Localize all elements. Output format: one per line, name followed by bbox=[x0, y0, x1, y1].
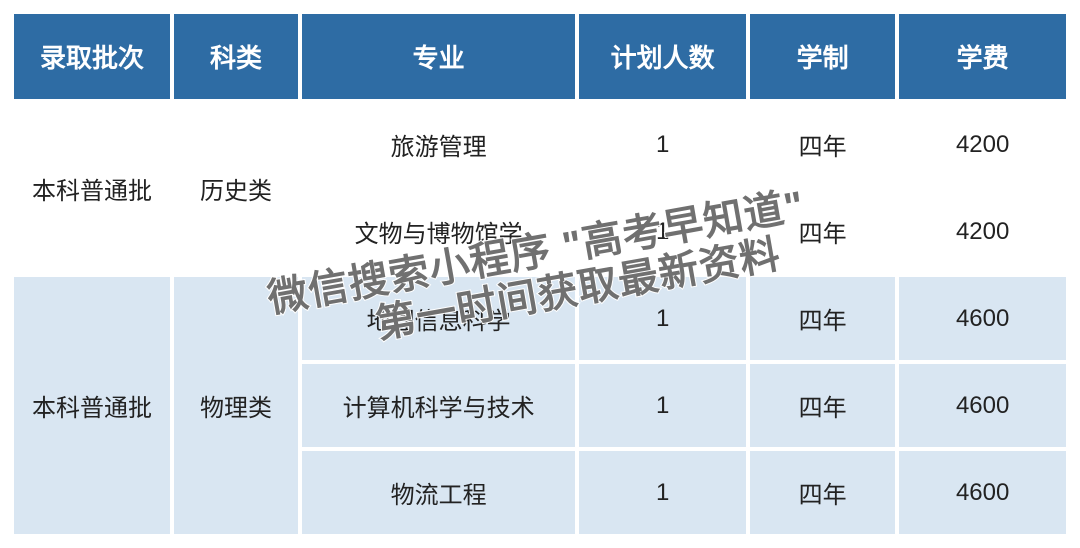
cell-major: 文物与博物馆学 bbox=[300, 188, 577, 275]
col-header-major: 专业 bbox=[300, 12, 577, 101]
col-header-duration: 学制 bbox=[748, 12, 897, 101]
cell-fee: 4600 bbox=[897, 275, 1068, 362]
cell-major: 物流工程 bbox=[300, 449, 577, 536]
cell-fee: 4200 bbox=[897, 188, 1068, 275]
cell-plan: 1 bbox=[577, 275, 748, 362]
cell-duration: 四年 bbox=[748, 275, 897, 362]
col-header-category: 科类 bbox=[172, 12, 300, 101]
cell-major: 旅游管理 bbox=[300, 101, 577, 188]
cell-duration: 四年 bbox=[748, 101, 897, 188]
admission-table: 录取批次 科类 专业 计划人数 学制 学费 本科普通批 历史类 旅游管理 1 四… bbox=[10, 10, 1070, 538]
cell-duration: 四年 bbox=[748, 362, 897, 449]
cell-fee: 4200 bbox=[897, 101, 1068, 188]
table-row: 本科普通批 物理类 地理信息科学 1 四年 4600 bbox=[12, 275, 1068, 362]
cell-category: 物理类 bbox=[172, 275, 300, 536]
cell-major: 地理信息科学 bbox=[300, 275, 577, 362]
table-header-row: 录取批次 科类 专业 计划人数 学制 学费 bbox=[12, 12, 1068, 101]
cell-fee: 4600 bbox=[897, 362, 1068, 449]
cell-category: 历史类 bbox=[172, 101, 300, 275]
cell-major: 计算机科学与技术 bbox=[300, 362, 577, 449]
cell-batch: 本科普通批 bbox=[12, 275, 172, 536]
table-row: 本科普通批 历史类 旅游管理 1 四年 4200 bbox=[12, 101, 1068, 188]
col-header-batch: 录取批次 bbox=[12, 12, 172, 101]
cell-plan: 1 bbox=[577, 362, 748, 449]
cell-batch: 本科普通批 bbox=[12, 101, 172, 275]
col-header-fee: 学费 bbox=[897, 12, 1068, 101]
cell-duration: 四年 bbox=[748, 449, 897, 536]
cell-plan: 1 bbox=[577, 188, 748, 275]
cell-plan: 1 bbox=[577, 101, 748, 188]
cell-fee: 4600 bbox=[897, 449, 1068, 536]
col-header-plan: 计划人数 bbox=[577, 12, 748, 101]
cell-plan: 1 bbox=[577, 449, 748, 536]
cell-duration: 四年 bbox=[748, 188, 897, 275]
